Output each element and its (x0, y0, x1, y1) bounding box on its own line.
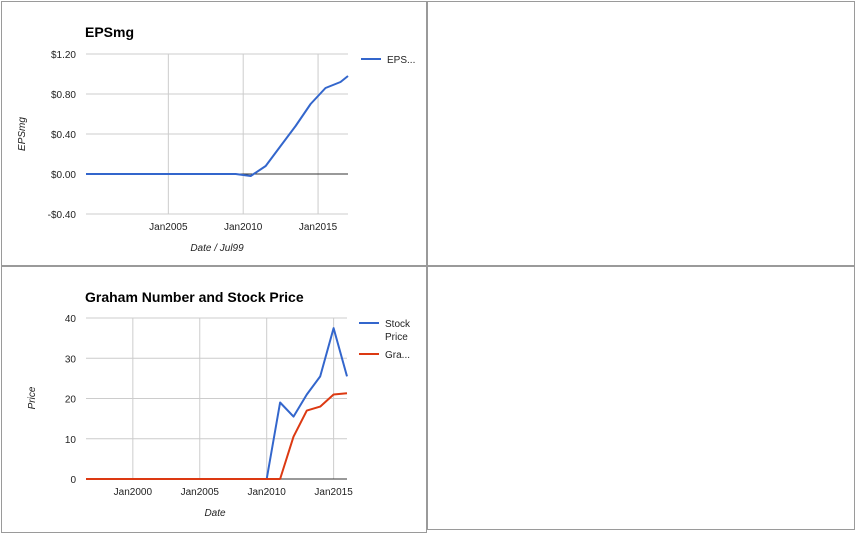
x-tick-label: Jan2000 (114, 487, 153, 498)
y-tick-label: $0.80 (51, 90, 76, 101)
y-tick-label: 30 (65, 354, 77, 365)
chart-price-pemg: Price and PEmg-1200-800-4000400Jan2011Ja… (428, 2, 855, 266)
series-line-0 (86, 327, 348, 480)
x-axis-label: Date / Jul99 (190, 243, 244, 254)
x-tick-label: Jan2015 (314, 487, 353, 498)
chart-epsmg: EPSmg -$0.40 $0.00 $0.40 $0.80 $1.20 Jan2005 Ja… (17, 24, 415, 254)
x-tick-label: Jan2015 (299, 222, 338, 233)
series-line-1 (86, 392, 348, 480)
legend-label: Stock (385, 319, 411, 330)
y-tick-label: $0.40 (51, 130, 76, 141)
legend-label: Price (385, 332, 408, 343)
legend-label: EPS... (387, 55, 415, 66)
x-tick-label: Jan2010 (224, 222, 263, 233)
chart-panel-epsmg: EPSmg -$0.40 $0.00 $0.40 $0.80 $1.20 Jan2005 Ja… (1, 1, 427, 266)
y-tick-label: 10 (65, 435, 77, 446)
x-tick-label: Jan2010 (248, 487, 287, 498)
y-tick-label: 40 (65, 314, 77, 325)
chart-title: Graham Number and Stock Price (85, 289, 304, 305)
series-line-0 (86, 75, 349, 177)
y-tick-label: -$0.40 (48, 210, 77, 221)
y-tick-label: $1.20 (51, 50, 76, 61)
x-axis-label: Date (204, 508, 226, 519)
x-tick-label: Jan2005 (149, 222, 188, 233)
chart-graham: Graham Number and Stock Price 0 10 20 30 40 Ja… (27, 289, 411, 519)
y-axis-label: EPSmg (17, 117, 28, 151)
chart-panel-price-pemg: Price and PEmg-1200-800-4000400Jan2011Ja… (427, 1, 855, 266)
chart-panel-graham: Graham Number and Stock Price 0 10 20 30 40 Ja… (1, 266, 427, 533)
chart-title: EPSmg (85, 24, 134, 40)
y-tick-label: 20 (65, 395, 77, 406)
chart-dividend: Dividend History$0.00$0.50$1.00$1.50$2.0… (428, 267, 855, 530)
chart-panel-dividend: Dividend History$0.00$0.50$1.00$1.50$2.0… (427, 266, 855, 530)
y-axis-label: Price (27, 386, 38, 409)
legend-label: Gra... (385, 350, 410, 361)
y-tick-label: $0.00 (51, 170, 76, 181)
y-tick-label: 0 (70, 475, 76, 486)
x-tick-label: Jan2005 (181, 487, 220, 498)
